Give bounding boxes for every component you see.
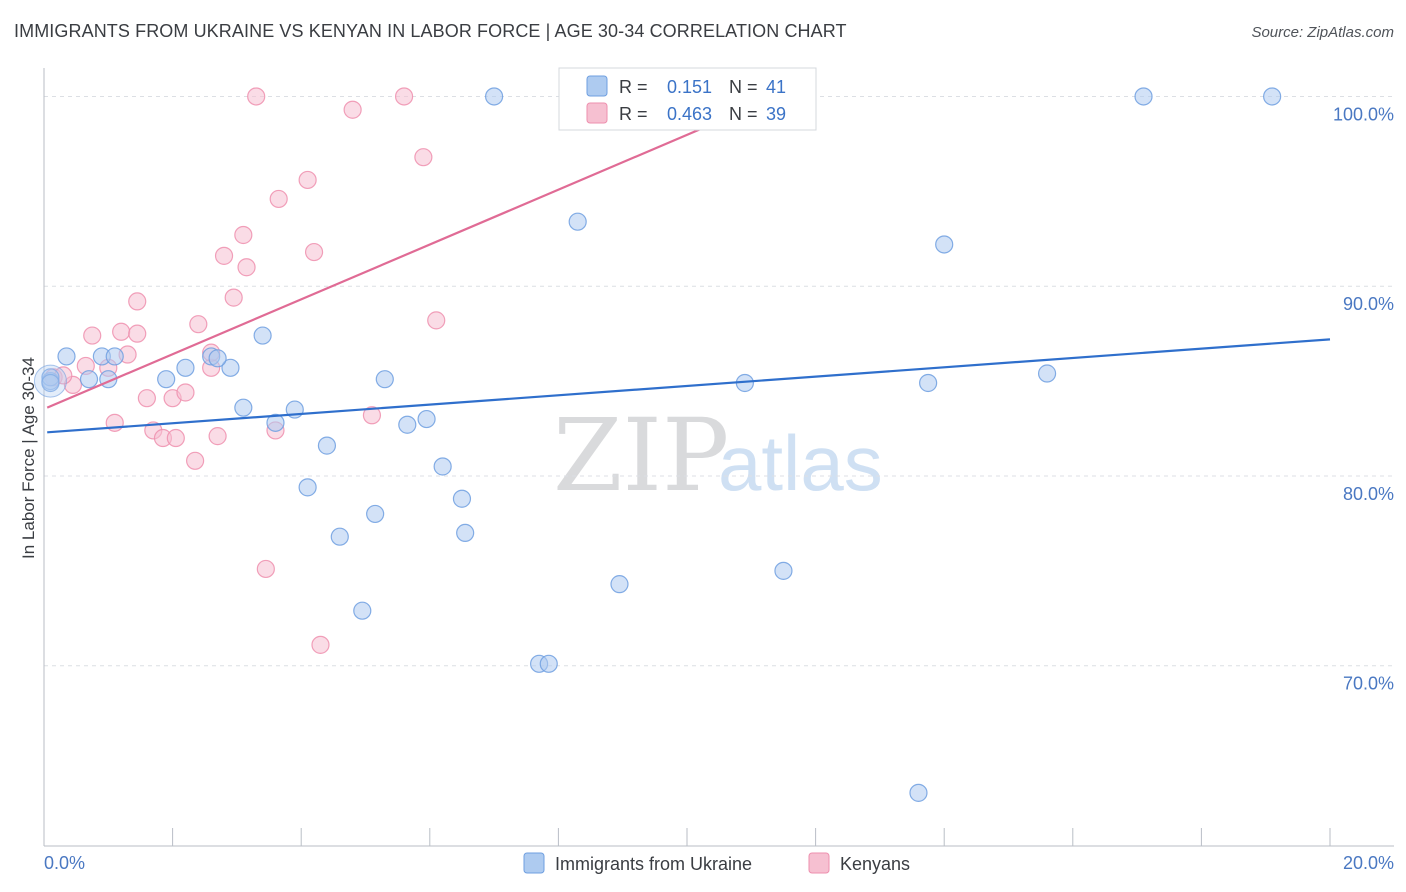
kenyans-point-15 bbox=[186, 451, 205, 470]
legend-n-label-2: N = bbox=[729, 104, 758, 124]
kenyans-point-27 bbox=[298, 170, 317, 190]
ukraine-point-39 bbox=[41, 373, 60, 393]
kenyans-point-37 bbox=[128, 324, 147, 343]
kenyans-point-18 bbox=[208, 427, 227, 446]
kenyans-trend-line bbox=[46, 95, 778, 409]
ukraine-point-10 bbox=[221, 358, 240, 377]
ukraine-point-8 bbox=[176, 358, 195, 377]
ukraine-point-37 bbox=[1134, 87, 1153, 106]
kenyans-point-13 bbox=[166, 428, 185, 448]
ukraine-point-21 bbox=[398, 415, 417, 434]
ukraine-trend-line bbox=[47, 338, 1331, 434]
bottom-legend-swatch-ukraine bbox=[523, 852, 545, 874]
legend: R = 0.151 N = 41 R = 0.463 N = 39 bbox=[558, 67, 817, 131]
ukraine-point-25 bbox=[456, 523, 475, 543]
kenyans-point-19 bbox=[214, 246, 234, 265]
kenyans-point-6 bbox=[112, 322, 131, 341]
ukraine-point-35 bbox=[935, 235, 954, 254]
kenyans-point-26 bbox=[269, 189, 288, 209]
y-tick-label-80: 80.0% bbox=[1343, 484, 1394, 504]
bottom-legend-label-kenyans: Kenyans bbox=[840, 854, 910, 874]
legend-n-label-1: N = bbox=[729, 77, 758, 97]
kenyans-point-9 bbox=[137, 389, 156, 408]
ukraine-point-32 bbox=[774, 561, 793, 580]
kenyans-point-8 bbox=[128, 292, 147, 311]
kenyans-point-24 bbox=[256, 559, 275, 579]
ukraine-point-6 bbox=[105, 347, 124, 366]
ukraine-point-33 bbox=[909, 783, 928, 802]
ukraine-points bbox=[33, 87, 1282, 802]
ukraine-point-26 bbox=[485, 87, 504, 106]
chart-title: IMMIGRANTS FROM UKRAINE VS KENYAN IN LAB… bbox=[14, 21, 847, 41]
axes bbox=[43, 68, 1394, 847]
kenyans-point-3 bbox=[83, 326, 102, 345]
kenyans-point-31 bbox=[362, 406, 382, 425]
ukraine-point-17 bbox=[330, 527, 349, 546]
y-tick-labels: 70.0% 80.0% 90.0% 100.0% bbox=[1333, 104, 1394, 693]
legend-swatch-ukraine bbox=[586, 75, 608, 97]
y-axis-title: In Labor Force | Age 30-34 bbox=[19, 357, 38, 559]
ukraine-point-30 bbox=[610, 575, 629, 594]
legend-n-value-2: 39 bbox=[766, 104, 786, 124]
bottom-legend: Immigrants from Ukraine Kenyans bbox=[523, 852, 910, 874]
source-credit: Source: ZipAtlas.com bbox=[1251, 24, 1394, 41]
ukraine-point-38 bbox=[1263, 87, 1282, 106]
ukraine-point-7 bbox=[157, 370, 176, 389]
ukraine-point-3 bbox=[79, 370, 99, 389]
watermark-zip: ZIP bbox=[553, 397, 729, 514]
bottom-legend-swatch-kenyans bbox=[808, 852, 830, 874]
kenyans-point-33 bbox=[414, 148, 433, 167]
bottom-legend-label-ukraine: Immigrants from Ukraine bbox=[555, 854, 752, 874]
x-tick-label-min: 0.0% bbox=[44, 853, 85, 873]
kenyans-point-32 bbox=[394, 87, 414, 106]
trend-lines bbox=[46, 95, 1331, 434]
x-ticks bbox=[172, 828, 1331, 846]
ukraine-point-34 bbox=[919, 373, 938, 393]
ukraine-point-15 bbox=[298, 478, 317, 497]
ukraine-point-18 bbox=[353, 601, 372, 620]
ukraine-point-2 bbox=[57, 347, 76, 366]
ukraine-point-11 bbox=[234, 398, 253, 417]
grid-lines bbox=[44, 95, 1394, 667]
kenyans-point-34 bbox=[427, 311, 446, 330]
ukraine-point-24 bbox=[452, 489, 472, 508]
legend-r-label-1: R = bbox=[619, 77, 648, 97]
ukraine-point-22 bbox=[417, 409, 436, 429]
ukraine-point-29 bbox=[568, 212, 587, 231]
ukraine-point-19 bbox=[366, 504, 385, 524]
kenyans-point-16 bbox=[189, 315, 208, 334]
legend-swatch-kenyans bbox=[586, 102, 608, 124]
kenyans-point-14 bbox=[176, 383, 195, 402]
x-tick-label-max: 20.0% bbox=[1343, 853, 1394, 873]
ukraine-point-16 bbox=[317, 436, 337, 455]
ukraine-point-23 bbox=[433, 457, 452, 476]
y-tick-label-70: 70.0% bbox=[1343, 674, 1394, 694]
kenyans-points bbox=[44, 87, 716, 654]
legend-r-label-2: R = bbox=[619, 104, 648, 124]
kenyans-point-29 bbox=[311, 635, 330, 654]
kenyans-point-22 bbox=[237, 258, 256, 277]
y-tick-label-100: 100.0% bbox=[1333, 104, 1394, 124]
ukraine-point-20 bbox=[375, 370, 394, 389]
ukraine-point-28 bbox=[539, 654, 558, 673]
ukraine-cluster-point bbox=[33, 364, 67, 398]
ukraine-point-13 bbox=[266, 413, 285, 432]
kenyans-point-28 bbox=[304, 242, 324, 262]
watermark-atlas: atlas bbox=[718, 419, 883, 507]
kenyans-point-30 bbox=[343, 100, 362, 119]
kenyans-point-21 bbox=[234, 225, 253, 245]
legend-r-value-1: 0.151 bbox=[667, 77, 712, 97]
y-tick-label-90: 90.0% bbox=[1343, 294, 1394, 314]
ukraine-point-40 bbox=[208, 349, 227, 368]
kenyans-point-23 bbox=[247, 87, 266, 106]
kenyans-point-20 bbox=[224, 288, 243, 307]
ukraine-point-36 bbox=[1037, 364, 1057, 383]
ukraine-point-12 bbox=[253, 326, 272, 345]
legend-n-value-1: 41 bbox=[766, 77, 786, 97]
legend-r-value-2: 0.463 bbox=[667, 104, 712, 124]
